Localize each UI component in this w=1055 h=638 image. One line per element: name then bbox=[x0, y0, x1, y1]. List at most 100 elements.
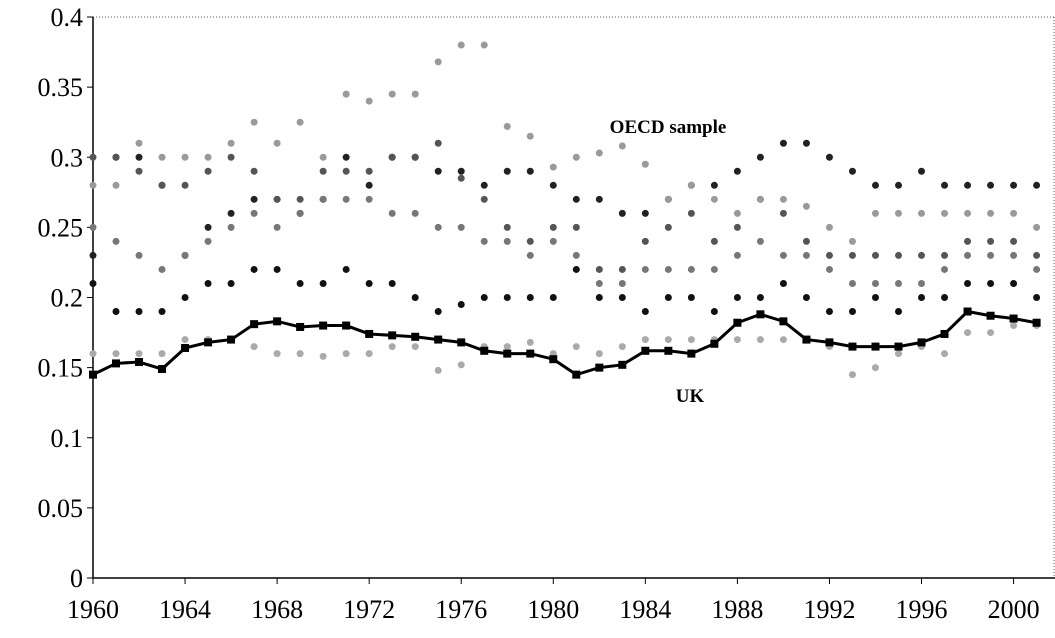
scatter-point bbox=[871, 209, 879, 217]
y-tick-label: 0.15 bbox=[38, 354, 84, 383]
scatter-point bbox=[411, 209, 419, 217]
scatter-point bbox=[1033, 251, 1041, 259]
line-marker bbox=[526, 349, 535, 358]
scatter-point bbox=[825, 153, 833, 161]
line-marker bbox=[411, 332, 420, 341]
scatter-point bbox=[941, 294, 949, 301]
scatter-point bbox=[595, 195, 603, 203]
scatter-point bbox=[964, 329, 972, 337]
line-marker bbox=[89, 370, 97, 379]
x-tick-label: 1984 bbox=[619, 595, 671, 624]
scatter-point bbox=[687, 336, 695, 344]
scatter-point bbox=[204, 223, 212, 231]
scatter-point bbox=[848, 237, 856, 245]
scatter-point bbox=[710, 237, 718, 245]
scatter-point bbox=[135, 139, 143, 147]
scatter-point bbox=[549, 163, 557, 171]
scatter-point bbox=[871, 251, 879, 259]
line-marker bbox=[342, 321, 351, 330]
x-tick-label: 1996 bbox=[896, 595, 948, 624]
scatter-point bbox=[503, 167, 511, 175]
scatter-point bbox=[457, 174, 465, 182]
scatter-point bbox=[411, 294, 419, 301]
scatter-point bbox=[204, 153, 212, 161]
scatter-point bbox=[941, 181, 949, 189]
line-marker bbox=[687, 349, 696, 358]
line-marker bbox=[894, 342, 903, 351]
scatter-point bbox=[733, 223, 741, 231]
line-marker bbox=[365, 329, 374, 338]
scatter-point bbox=[987, 329, 995, 337]
scatter-point bbox=[135, 153, 143, 161]
scatter-point bbox=[756, 153, 764, 161]
scatter-point bbox=[549, 181, 557, 189]
scatter-point bbox=[918, 251, 926, 259]
scatter-point bbox=[250, 167, 258, 175]
scatter-point bbox=[434, 366, 442, 374]
scatter-point bbox=[572, 343, 580, 351]
line-marker bbox=[227, 335, 236, 344]
line-marker bbox=[802, 335, 811, 344]
scatter-point bbox=[503, 237, 511, 245]
scatter-point bbox=[779, 209, 787, 217]
scatter-point bbox=[895, 209, 903, 217]
scatter-point bbox=[687, 181, 695, 189]
annotation: UK bbox=[676, 386, 705, 407]
scatter-point bbox=[480, 294, 488, 301]
line-marker bbox=[756, 310, 765, 319]
scatter-point bbox=[595, 265, 603, 273]
scatter-point bbox=[503, 343, 511, 351]
scatter-point bbox=[987, 237, 995, 245]
line-marker bbox=[595, 363, 604, 372]
scatter-point bbox=[273, 265, 281, 273]
x-tick-label: 1980 bbox=[527, 595, 579, 624]
line-marker bbox=[733, 318, 742, 327]
scatter-point bbox=[365, 350, 373, 358]
scatter-point bbox=[964, 251, 972, 259]
line-marker bbox=[549, 355, 558, 364]
scatter-point bbox=[158, 265, 166, 273]
scatter-point bbox=[779, 279, 787, 287]
line-marker bbox=[319, 321, 328, 330]
scatter-point bbox=[664, 294, 672, 301]
scatter-point bbox=[641, 209, 649, 217]
scatter-point bbox=[89, 223, 97, 231]
scatter-point bbox=[112, 308, 120, 316]
scatter-point bbox=[779, 195, 787, 203]
scatter-point bbox=[342, 350, 350, 358]
scatter-point bbox=[411, 90, 419, 98]
scatter-point bbox=[595, 294, 603, 301]
x-tick-label: 1992 bbox=[803, 595, 855, 624]
scatter-point bbox=[89, 251, 97, 259]
scatter-point bbox=[848, 167, 856, 175]
scatter-point bbox=[733, 167, 741, 175]
scatter-point bbox=[572, 251, 580, 259]
scatter-point bbox=[918, 167, 926, 175]
scatter-point bbox=[181, 294, 189, 301]
line-marker bbox=[480, 346, 489, 355]
scatter-point bbox=[1033, 294, 1041, 301]
line-marker bbox=[779, 317, 788, 326]
scatter-point bbox=[549, 294, 557, 301]
scatter-point bbox=[365, 279, 373, 287]
scatter-point bbox=[848, 279, 856, 287]
y-tick-label: 0.3 bbox=[51, 143, 84, 172]
scatter-point bbox=[342, 265, 350, 273]
scatter-point bbox=[779, 139, 787, 147]
scatter-point bbox=[135, 350, 143, 358]
scatter-point bbox=[342, 90, 350, 98]
scatter-point bbox=[227, 279, 235, 287]
line-marker bbox=[710, 339, 719, 348]
scatter-point bbox=[802, 202, 810, 210]
scatter-point bbox=[526, 338, 534, 346]
scatter-point bbox=[756, 237, 764, 245]
scatter-point bbox=[158, 350, 166, 358]
line-marker bbox=[204, 338, 213, 347]
scatter-point bbox=[296, 350, 304, 358]
scatter-point bbox=[480, 237, 488, 245]
scatter-point bbox=[549, 223, 557, 231]
scatter-point bbox=[941, 350, 949, 358]
scatter-point bbox=[549, 237, 557, 245]
scatter-point bbox=[227, 209, 235, 217]
scatter-point bbox=[503, 122, 511, 130]
